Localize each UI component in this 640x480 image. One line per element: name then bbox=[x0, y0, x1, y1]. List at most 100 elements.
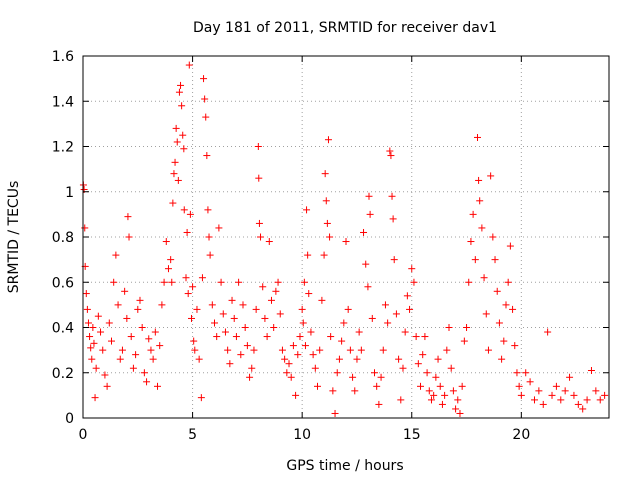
data-point bbox=[300, 278, 308, 286]
data-point bbox=[587, 366, 595, 374]
data-point bbox=[203, 152, 211, 160]
data-point bbox=[412, 333, 420, 341]
data-point bbox=[217, 278, 225, 286]
data-point bbox=[86, 333, 94, 341]
data-point bbox=[246, 373, 254, 381]
data-point bbox=[489, 233, 497, 241]
data-point bbox=[232, 333, 240, 341]
data-point bbox=[467, 238, 475, 246]
data-point bbox=[322, 197, 330, 205]
data-point bbox=[215, 224, 223, 232]
data-point bbox=[544, 328, 552, 336]
data-point bbox=[311, 364, 319, 372]
data-point bbox=[364, 283, 372, 291]
data-point bbox=[443, 346, 451, 354]
data-point bbox=[321, 170, 329, 178]
data-point bbox=[445, 324, 453, 331]
data-point bbox=[601, 391, 609, 399]
data-point bbox=[539, 400, 547, 408]
data-point bbox=[351, 387, 359, 395]
data-point bbox=[399, 364, 407, 372]
x-tick-label: 20 bbox=[512, 427, 530, 443]
data-point bbox=[307, 328, 315, 336]
data-point bbox=[154, 382, 162, 390]
data-point bbox=[173, 138, 181, 146]
data-point bbox=[381, 301, 389, 309]
y-tick-label: 0.6 bbox=[52, 275, 74, 291]
y-tick-label: 0.8 bbox=[52, 230, 74, 246]
data-point bbox=[94, 312, 102, 320]
data-point bbox=[548, 391, 556, 399]
data-point bbox=[535, 387, 543, 395]
data-point bbox=[456, 409, 464, 417]
data-point bbox=[105, 319, 113, 327]
data-point bbox=[403, 292, 411, 300]
x-tick-label: 15 bbox=[403, 427, 421, 443]
data-point bbox=[298, 305, 306, 313]
data-point bbox=[592, 387, 600, 395]
data-point bbox=[274, 278, 282, 286]
data-point bbox=[125, 233, 133, 241]
data-point bbox=[502, 301, 510, 309]
data-point bbox=[478, 224, 486, 232]
data-point bbox=[255, 219, 263, 227]
y-tick-label: 0 bbox=[65, 411, 74, 427]
data-point bbox=[219, 310, 227, 318]
data-point bbox=[463, 324, 471, 331]
data-point bbox=[495, 319, 503, 327]
data-point bbox=[465, 278, 473, 286]
data-point bbox=[423, 369, 431, 377]
data-point bbox=[329, 387, 337, 395]
data-points bbox=[79, 61, 609, 417]
data-point bbox=[211, 319, 218, 327]
data-point bbox=[449, 387, 457, 395]
data-point bbox=[434, 355, 442, 363]
data-point bbox=[241, 324, 249, 331]
data-point bbox=[180, 145, 188, 153]
data-point bbox=[438, 400, 446, 408]
data-point bbox=[320, 251, 328, 259]
data-point bbox=[110, 278, 118, 286]
data-point bbox=[342, 238, 350, 246]
data-point bbox=[327, 333, 335, 341]
data-point bbox=[469, 210, 477, 218]
data-point bbox=[517, 391, 525, 399]
data-point bbox=[171, 158, 179, 166]
data-point bbox=[175, 88, 183, 96]
data-point bbox=[353, 355, 361, 363]
data-point bbox=[276, 310, 284, 318]
data-point bbox=[202, 113, 210, 121]
data-point bbox=[190, 337, 198, 345]
data-point bbox=[294, 351, 302, 359]
data-point bbox=[283, 369, 291, 377]
data-point bbox=[118, 346, 126, 354]
data-point bbox=[228, 296, 236, 304]
data-point bbox=[200, 75, 208, 83]
data-point bbox=[432, 373, 440, 381]
data-point bbox=[87, 344, 95, 352]
data-point bbox=[186, 210, 194, 218]
data-point bbox=[168, 278, 176, 286]
data-point bbox=[160, 278, 168, 286]
data-point bbox=[386, 147, 394, 155]
data-point bbox=[201, 95, 209, 103]
data-point bbox=[474, 133, 481, 141]
data-point bbox=[491, 256, 499, 264]
data-point bbox=[81, 224, 89, 232]
data-point bbox=[265, 238, 273, 246]
data-point bbox=[509, 305, 517, 313]
data-point bbox=[250, 346, 258, 354]
data-point bbox=[452, 405, 460, 413]
data-point bbox=[379, 346, 387, 354]
data-point bbox=[191, 346, 199, 354]
data-point bbox=[305, 290, 313, 298]
data-point bbox=[454, 396, 462, 404]
data-point bbox=[97, 328, 105, 336]
y-tick-label: 1 bbox=[65, 185, 74, 201]
data-point bbox=[239, 301, 247, 309]
data-point bbox=[112, 251, 120, 259]
data-point bbox=[355, 328, 363, 336]
data-point bbox=[172, 124, 180, 132]
x-axis-title: GPS time / hours bbox=[286, 458, 403, 474]
